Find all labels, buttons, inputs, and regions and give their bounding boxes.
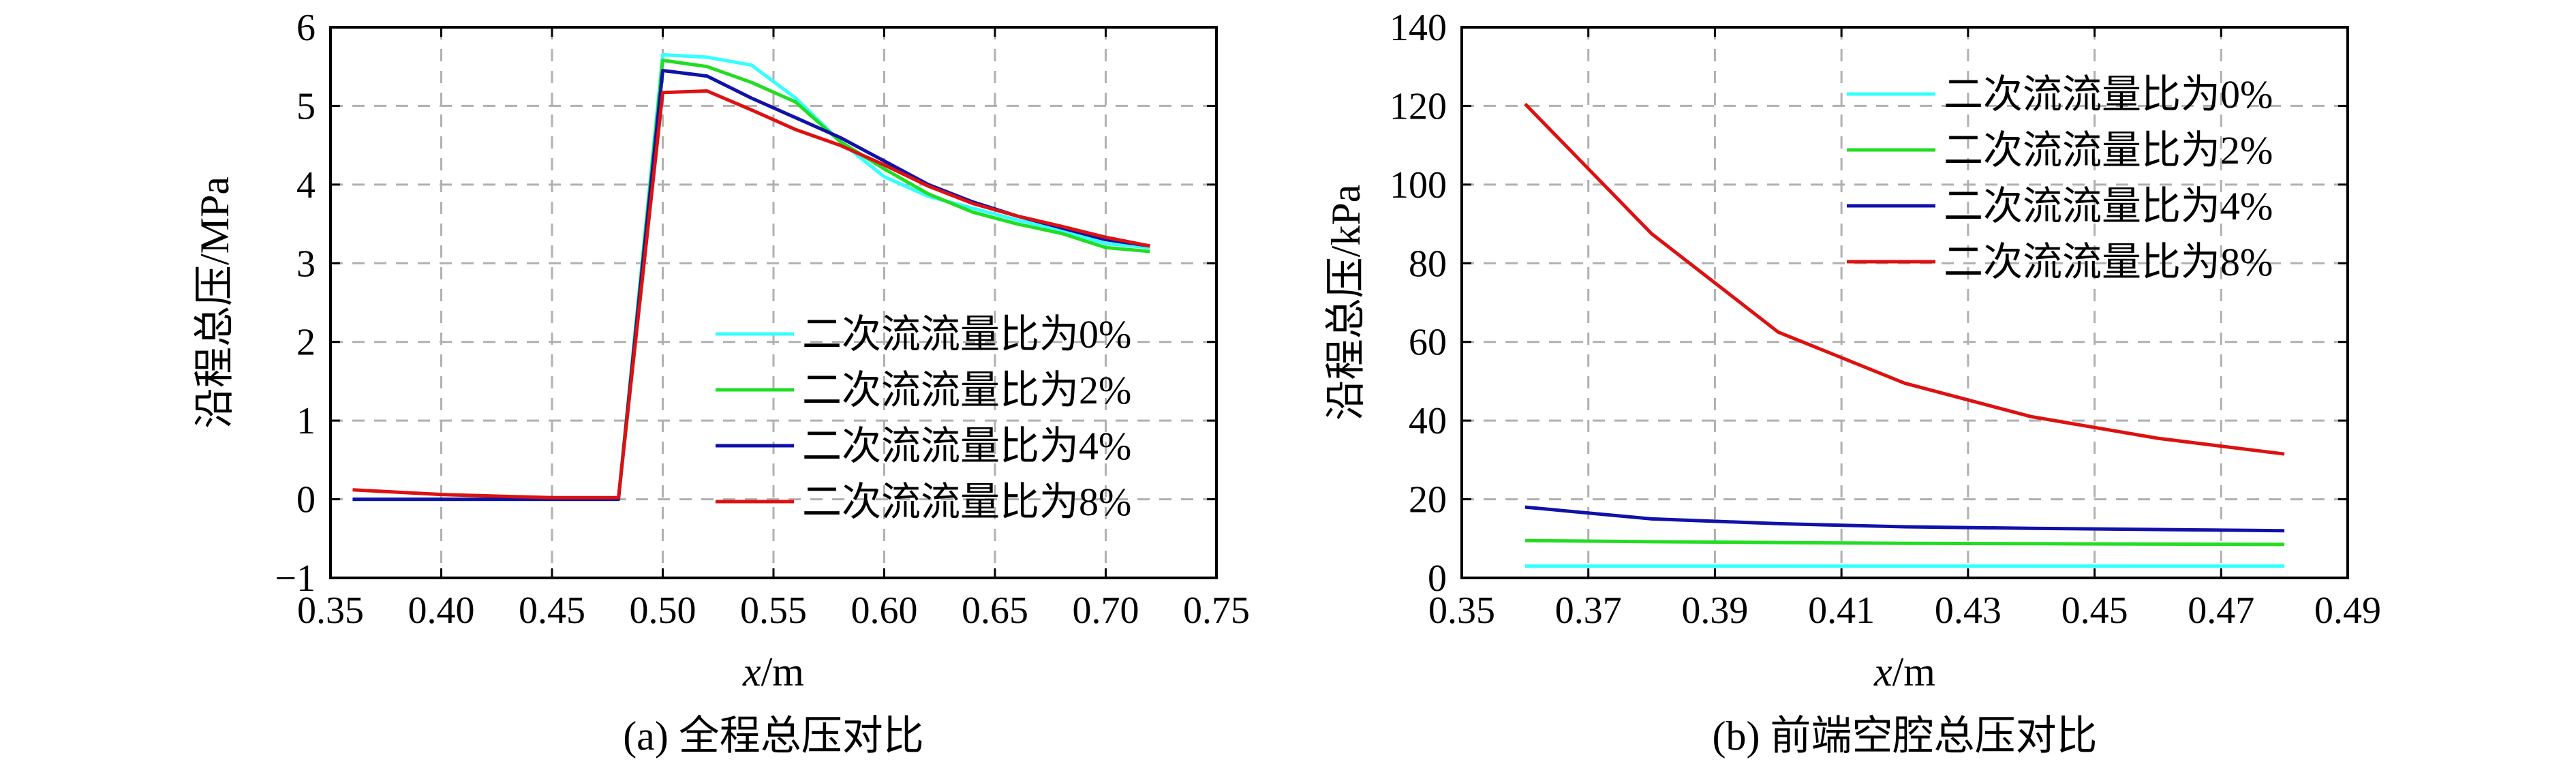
series-line-3 <box>352 89 1150 500</box>
x-tick-label: 0.43 <box>1935 589 2002 632</box>
y-tick-label: 2 <box>296 322 316 364</box>
x-tick-label: 0.35 <box>1428 589 1495 632</box>
y-tick-label: 0 <box>296 479 316 521</box>
x-tick-label: 0.55 <box>740 589 807 632</box>
legend: 二次流流量比为0% 二次流流量比为2% 二次流流量比为4% 二次流流量比为8% <box>716 312 1131 524</box>
x-tick-label: 0.40 <box>408 589 475 632</box>
legend-entry: 二次流流量比为0% <box>1944 72 2273 117</box>
x-tick-label: 0.65 <box>962 589 1028 632</box>
x-tick-label: 0.39 <box>1681 589 1748 632</box>
y-tick-label: 80 <box>1409 243 1447 285</box>
x-tick-label: 0.45 <box>2061 589 2128 632</box>
x-tick-label: 0.37 <box>1555 589 1622 632</box>
y-tick-label: 100 <box>1390 164 1447 206</box>
series-line-0 <box>352 52 1150 502</box>
plot-frame <box>1460 26 2349 579</box>
x-tick-label: 0.35 <box>297 589 364 632</box>
y-axis-label: 沿程总压/kPa <box>1323 185 1368 421</box>
series-line-1 <box>1524 538 2285 547</box>
x-tick-label: 0.41 <box>1808 589 1875 632</box>
chart-panel-a: 0.35 0.40 0.45 0.50 0.55 0.60 0.65 0.70 0.75 −1 0 1… <box>192 7 1250 759</box>
y-tick-label: 3 <box>296 243 316 285</box>
y-axis-label: 沿程总压/MPa <box>192 177 237 429</box>
plot-frame <box>329 26 1218 579</box>
y-tick-label: −1 <box>275 557 316 600</box>
series-line-3 <box>1524 102 2285 456</box>
y-tick-label: 6 <box>296 7 316 49</box>
x-tick-label: 0.45 <box>519 589 585 632</box>
y-tick-label: 120 <box>1390 85 1447 127</box>
x-axis-label: x/m <box>742 649 804 694</box>
x-tick-label: 0.75 <box>1183 589 1250 632</box>
y-tick-label: 0 <box>1428 557 1447 600</box>
y-tick-label: 40 <box>1409 400 1447 442</box>
chart-caption: (b) 前端空腔总压对比 <box>1713 714 2098 759</box>
legend: 二次流流量比为0% 二次流流量比为2% 二次流流量比为4% 二次流流量比为8% <box>1847 72 2273 284</box>
y-tick-label: 140 <box>1390 7 1447 49</box>
legend-entry: 二次流流量比为8% <box>802 480 1131 524</box>
y-tick-label: 20 <box>1409 479 1447 521</box>
legend-entry: 二次流流量比为8% <box>1944 240 2273 284</box>
x-tick-label: 0.50 <box>630 589 696 632</box>
legend-entry: 二次流流量比为0% <box>802 312 1131 356</box>
y-tick-label: 1 <box>296 400 316 442</box>
x-tick-label: 0.49 <box>2314 589 2381 632</box>
series-line-2 <box>1524 505 2285 533</box>
chart-panel-b: 0.35 0.37 0.39 0.41 0.43 0.45 0.47 0.49 0 20 40 60 8… <box>1323 7 2381 759</box>
x-axis-label: x/m <box>1873 649 1935 694</box>
x-tick-label: 0.70 <box>1073 589 1139 632</box>
legend-entry: 二次流流量比为4% <box>802 424 1131 468</box>
legend-entry: 二次流流量比为2% <box>1944 128 2273 172</box>
x-tick-label: 0.47 <box>2188 589 2254 632</box>
y-tick-label: 60 <box>1409 322 1447 364</box>
y-tick-label: 5 <box>296 85 316 127</box>
chart-caption: (a) 全程总压对比 <box>623 714 924 759</box>
x-tick-label: 0.60 <box>851 589 918 632</box>
y-tick-label: 4 <box>296 164 316 206</box>
legend-entry: 二次流流量比为2% <box>802 368 1131 412</box>
legend-entry: 二次流流量比为4% <box>1944 184 2273 228</box>
